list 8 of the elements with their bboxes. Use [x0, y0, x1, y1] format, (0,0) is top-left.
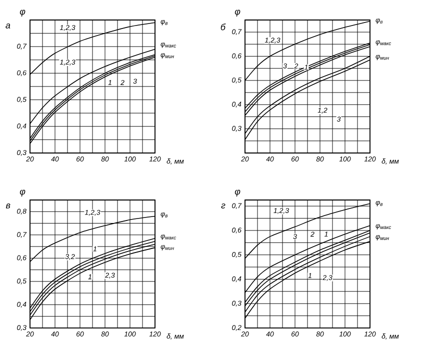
chart-title: а: [6, 24, 10, 28]
y-axis-title: φ: [234, 10, 240, 16]
chart-title: в: [6, 204, 10, 208]
y-axis-title: φ: [20, 190, 26, 196]
y-axis-title: φ: [234, 190, 240, 196]
chart-title: г: [221, 204, 226, 208]
chart-title: б: [220, 24, 226, 30]
y-axis-title: φ: [20, 10, 26, 16]
